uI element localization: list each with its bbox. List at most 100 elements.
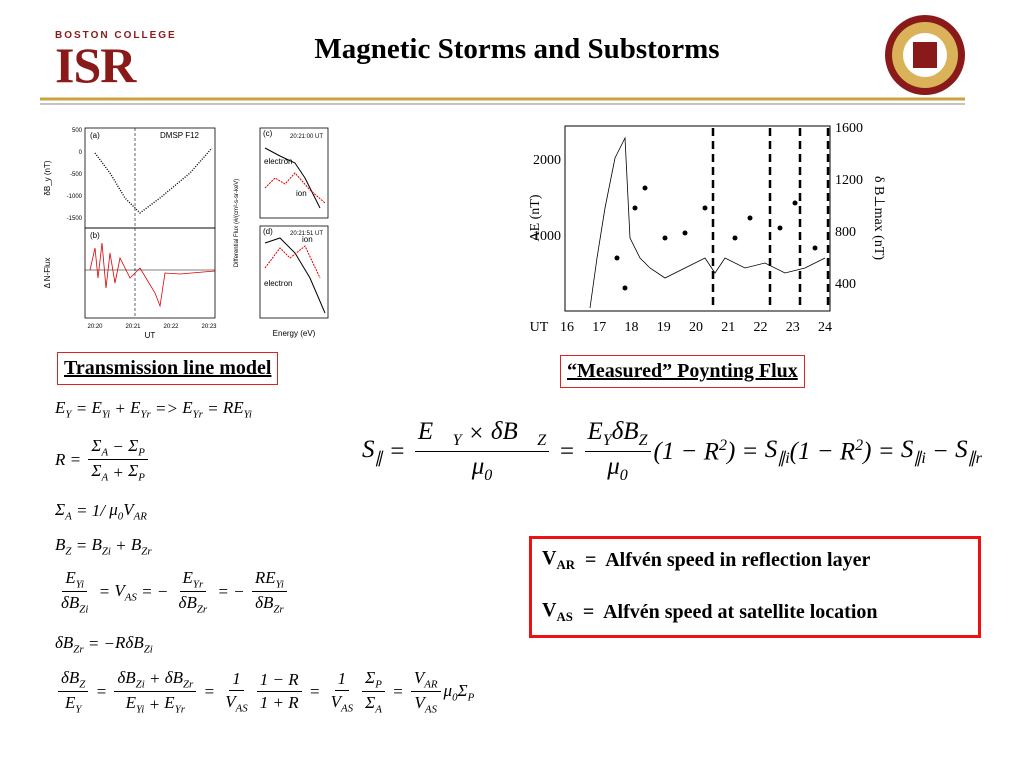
subscript: Z <box>537 432 547 449</box>
superscript: 2 <box>855 436 864 454</box>
subscript: Y <box>452 432 462 449</box>
y2-tick-label: 400 <box>835 277 856 292</box>
equation: EYi δBZi = VAS = − EYr δBZr = − REYi δBZr <box>55 568 290 616</box>
math-symbol: VAS <box>542 599 573 625</box>
symbol-base: R <box>703 438 719 466</box>
axis-label: AE (nT) <box>528 194 543 241</box>
math-symbol: VAS <box>114 581 136 603</box>
symbol-base: E <box>182 398 193 417</box>
math-symbol: EYr <box>164 693 185 715</box>
equation: δBZr = − RδBZi <box>55 633 153 655</box>
subscript: 0 <box>484 467 493 484</box>
math-text: + <box>110 399 131 419</box>
symbol-base: B <box>130 535 142 554</box>
symbol-base: δB <box>164 668 183 687</box>
symbol-base: Σ <box>365 668 376 687</box>
fraction: E⃗Y × δB⃗Z μ0 <box>414 418 550 485</box>
subscript: P <box>375 678 382 691</box>
symbol-base: E <box>64 693 76 713</box>
subscript: ∥ <box>374 449 383 467</box>
right-figure: 16 17 18 19 20 21 22 23 24 UT 1000 2000 AE (nT) 400 80… <box>528 121 885 335</box>
subscript: AR <box>556 558 575 572</box>
math-text: = <box>71 536 92 556</box>
symbol-base: μ <box>607 453 620 480</box>
symbol-base: δB <box>178 593 197 613</box>
symbol-base: Σ <box>365 693 376 713</box>
subscript: 0 <box>452 691 458 704</box>
symbol-base: δB <box>61 593 80 613</box>
math-symbol: VAR <box>542 547 575 573</box>
axis-label: Differential Flux (#/(cm²-s-sr-keV) <box>234 179 240 268</box>
subscript: Zi <box>101 545 111 558</box>
math-symbol: μ0 <box>472 453 493 485</box>
x-tick-label: 23 <box>786 320 800 335</box>
numerator: ΣA − ΣP <box>88 436 148 461</box>
math-text: = − <box>136 581 173 601</box>
subscript: P <box>138 446 145 459</box>
subscript: AS <box>340 702 354 715</box>
symbol-base: B <box>91 535 102 554</box>
denominator: EY <box>62 692 84 715</box>
math-text: ) = <box>726 437 765 465</box>
subscript: Zi <box>143 643 153 656</box>
math-symbol: EYi <box>91 398 110 420</box>
axis-label: UT <box>530 320 549 335</box>
math-text: + <box>110 536 131 556</box>
math-text: = <box>71 399 92 419</box>
model-label: Transmission line model <box>57 352 279 385</box>
math-text: (1 − <box>653 437 704 465</box>
math-symbol: ΣP <box>365 668 382 690</box>
numerator: δBZ <box>58 668 89 693</box>
math-symbol: BZr <box>131 535 152 557</box>
numerator: VAR <box>410 668 441 693</box>
subscript: A <box>101 471 109 484</box>
denominator: EYi + EYr <box>123 692 188 715</box>
denominator: δBZi <box>58 592 91 615</box>
subscript: Zr <box>73 643 84 656</box>
fraction: δBZ EY <box>58 668 89 716</box>
symbol-base: δB <box>255 593 274 613</box>
math-symbol: S∥ <box>362 436 383 468</box>
symbol-base: E <box>91 398 102 417</box>
axis-label: δB_y (nT) <box>43 160 52 195</box>
panel-label: (c) <box>263 129 273 138</box>
subscript: Zi <box>79 603 89 616</box>
symbol-base: E⃗ <box>417 418 453 445</box>
fraction: VAR VAS <box>410 668 441 716</box>
symbol-base: Σ <box>55 500 66 519</box>
math-symbol: EY <box>588 418 612 450</box>
math-text: = <box>382 437 412 465</box>
x-tick-label: 18 <box>625 320 639 335</box>
symbol-base: RE <box>254 568 276 587</box>
subscript: Y <box>602 432 612 449</box>
y2-tick-label: 1200 <box>835 173 863 188</box>
x-tick-label: 17 <box>592 320 606 335</box>
subscript: ∥i <box>777 449 790 467</box>
series-label: electron <box>264 279 292 288</box>
math-text: = <box>304 681 325 701</box>
poynting-equation: S∥ = E⃗Y × δB⃗Z μ0 = EY δBZ μ0 (1 − R2) = S∥… <box>362 418 982 485</box>
y-tick-label: -1500 <box>67 216 83 222</box>
denominator: VAS <box>411 692 439 715</box>
fraction: EYi δBZi <box>58 568 91 616</box>
symbol-base: V <box>330 692 341 712</box>
subscript: Y <box>75 703 82 716</box>
symbol-base: Σ <box>91 461 102 481</box>
math-symbol: EY <box>55 398 71 420</box>
symbol-base: E <box>130 398 141 417</box>
x-tick-label: 20 <box>689 320 703 335</box>
symbol-base: V <box>542 599 557 621</box>
math-symbol: δBZi <box>117 668 144 690</box>
y-tick-label: -500 <box>70 172 83 178</box>
subscript: Yi <box>101 408 111 421</box>
x-tick-label: 20:21 <box>125 324 141 330</box>
math-symbol: ΣA <box>91 461 108 483</box>
panel-label: (a) <box>90 131 100 140</box>
math-text: => <box>150 399 183 419</box>
symbol-base: S <box>900 435 914 463</box>
equation: BZ = BZi + BZr <box>55 535 152 557</box>
subscript: Y <box>65 408 72 421</box>
math-symbol: BZ <box>55 535 71 557</box>
definition: VAR = Alfvén speed in reflection layer <box>542 547 870 573</box>
